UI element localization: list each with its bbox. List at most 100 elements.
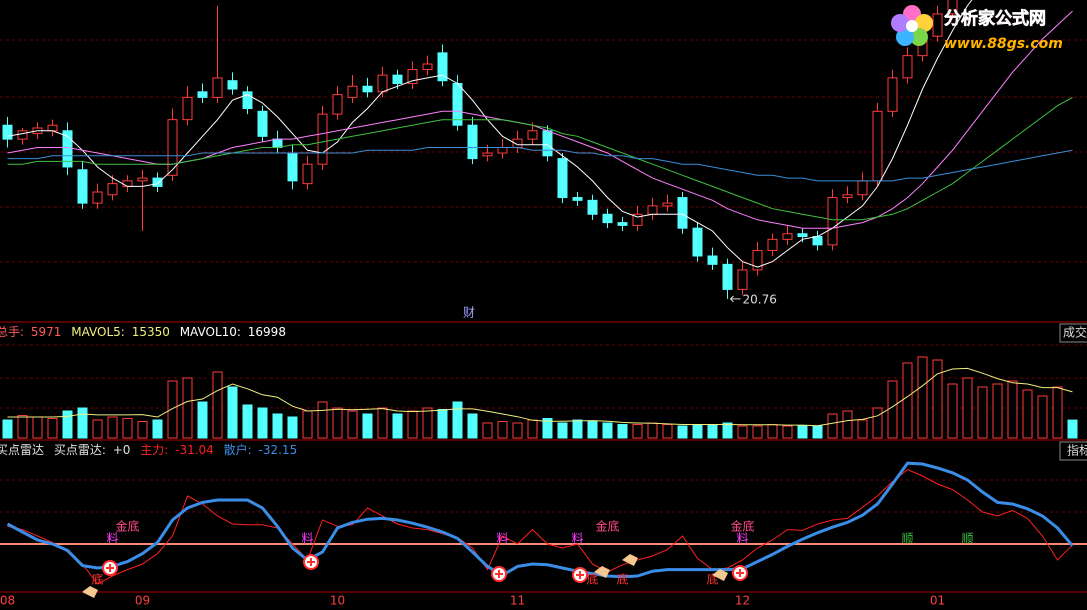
volume-bar	[782, 425, 793, 439]
volume-bar	[872, 407, 883, 439]
signal-label: 底	[616, 572, 628, 587]
volume-bar	[887, 380, 898, 439]
volume-bar	[947, 383, 958, 439]
candle-body	[137, 177, 148, 182]
buy-icon	[102, 560, 118, 576]
volume-bar	[677, 425, 688, 439]
indicator-line	[6, 461, 1074, 579]
candle-body	[152, 177, 163, 187]
candle-body	[467, 124, 478, 160]
panel-label-box	[1059, 441, 1087, 461]
signal-label: 顺	[961, 532, 973, 546]
candle-body	[902, 55, 913, 79]
volume-bar	[167, 380, 178, 439]
candle-body	[677, 197, 688, 229]
bell-icon	[594, 566, 610, 578]
x-tick-label: 10	[330, 594, 345, 608]
volume-bar	[437, 409, 448, 439]
volume-bar	[512, 422, 523, 439]
watermark-url: www.88gs.com	[944, 36, 1063, 52]
volume-bar	[482, 422, 493, 439]
volume-bar	[392, 413, 403, 439]
volume-bar	[857, 419, 868, 439]
ma-line	[7, 96, 1073, 221]
signal-label: 金底	[730, 519, 754, 534]
x-tick-label: 09	[135, 594, 150, 608]
candle-body	[842, 194, 853, 199]
candle-body	[602, 213, 613, 224]
candle-body	[362, 85, 373, 93]
candle-body	[242, 91, 253, 110]
candle-body	[257, 110, 268, 137]
candle-body	[662, 202, 673, 207]
volume-bar	[917, 356, 928, 439]
candle-body	[542, 130, 553, 157]
volume-bar	[707, 424, 718, 439]
candle-body	[857, 180, 868, 196]
watermark: 分析家公式网 www.88gs.com	[891, 5, 1063, 52]
panel-label: 指标	[1067, 443, 1087, 458]
signal-label: 金底	[115, 519, 139, 534]
candle-body	[782, 233, 793, 240]
candle-body	[377, 74, 388, 93]
volume-bar	[272, 413, 283, 439]
volume-bar	[797, 425, 808, 439]
legend-value: 5971	[31, 325, 62, 339]
volume-bar	[812, 425, 823, 439]
volume-bar	[62, 410, 73, 439]
candle-body	[767, 238, 778, 251]
volume-bar	[497, 421, 508, 439]
candle-body	[197, 91, 208, 98]
volume-panel	[2, 356, 1078, 439]
ma-line	[7, 147, 1073, 182]
signal-label: 底	[586, 572, 598, 587]
candle-body	[122, 180, 133, 187]
volume-bar	[122, 418, 133, 439]
candle-body	[272, 138, 283, 148]
candle-body	[332, 94, 343, 115]
volume-bar	[1022, 389, 1033, 439]
candle-body	[872, 110, 883, 182]
volume-bar	[287, 416, 298, 439]
candle-body	[707, 255, 718, 265]
volume-bar	[632, 424, 643, 439]
volume-bar	[152, 419, 163, 439]
mavol-line	[7, 367, 1073, 427]
volume-bar	[602, 422, 613, 439]
volume-bar	[137, 421, 148, 439]
candle-body	[647, 205, 658, 215]
volume-bar	[452, 401, 463, 439]
legend-value: -32.15	[259, 443, 298, 457]
candle-body	[302, 163, 313, 185]
signal-icons	[82, 554, 748, 598]
volume-bar	[962, 377, 973, 439]
legend-label: MAVOL5:	[71, 325, 125, 339]
volume-header: 总手: 5971 MAVOL5: 15350 MAVOL10: 16998	[0, 325, 286, 339]
candle-body	[212, 77, 223, 98]
volume-bar	[572, 419, 583, 439]
candle-body	[452, 82, 463, 126]
volume-bar	[107, 416, 118, 439]
volume-bar	[32, 416, 43, 439]
volume-bar	[527, 419, 538, 439]
candle-body	[422, 63, 433, 71]
candle-body	[62, 130, 73, 168]
legend-label: MAVOL10:	[180, 325, 241, 339]
volume-bar	[212, 371, 223, 439]
volume-bar	[647, 422, 658, 439]
candle-body	[77, 169, 88, 204]
volume-bar	[182, 377, 193, 439]
logo	[891, 5, 933, 46]
candle-body	[527, 130, 538, 140]
legend-value: 16998	[248, 325, 286, 339]
volume-bar	[197, 401, 208, 439]
volume-bar	[827, 413, 838, 439]
volume-bar	[1052, 386, 1063, 439]
x-tick-label: 01	[930, 594, 945, 608]
candle-body	[317, 113, 328, 165]
volume-bar	[1007, 380, 1018, 439]
candle-body	[92, 191, 103, 204]
